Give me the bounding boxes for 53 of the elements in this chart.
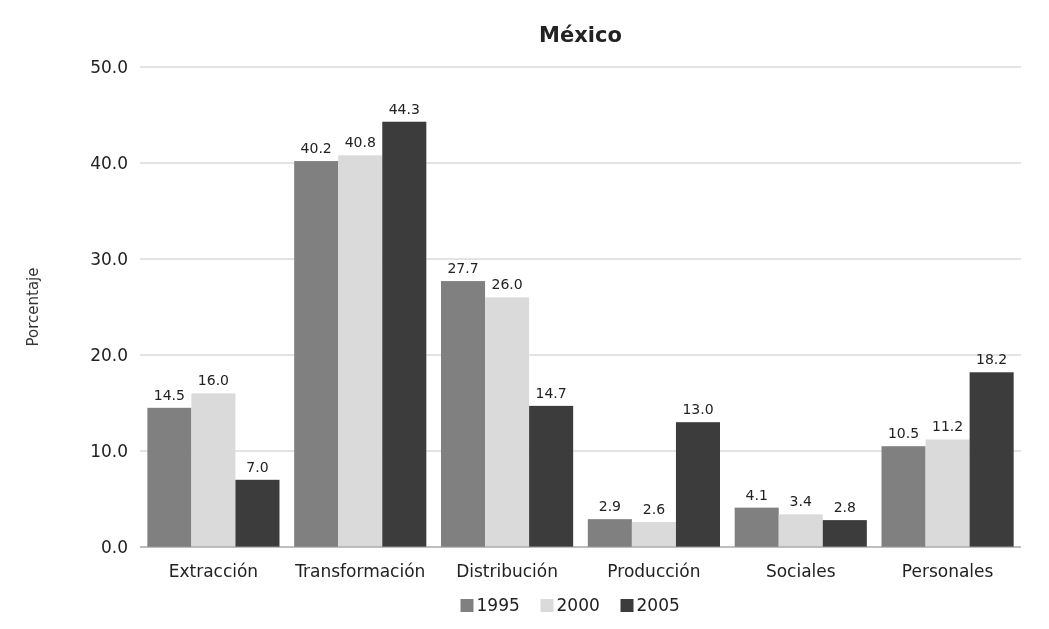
bar — [734, 507, 779, 547]
y-tick-label: 10.0 — [90, 440, 128, 461]
data-label: 13.0 — [682, 401, 714, 418]
x-tick-label: Personales — [901, 561, 994, 581]
bar — [441, 281, 486, 547]
data-label: 26.0 — [491, 276, 523, 293]
bar — [587, 519, 632, 547]
data-label: 7.0 — [246, 458, 269, 475]
x-tick-label: Transformación — [294, 561, 426, 581]
x-tick-label: Distribución — [456, 561, 559, 581]
data-label: 2.6 — [642, 501, 666, 518]
x-tick-label: Producción — [607, 561, 701, 581]
bar — [338, 155, 383, 547]
bar — [969, 372, 1014, 547]
data-label: 10.5 — [887, 425, 920, 442]
y-axis-title: Porcentaje — [24, 267, 42, 347]
legend-label: 1995 — [476, 595, 520, 616]
bar — [191, 393, 236, 547]
bar — [485, 297, 530, 547]
bar — [778, 514, 823, 547]
data-label: 3.4 — [789, 493, 812, 510]
y-tick-label: 40.0 — [90, 152, 128, 173]
data-label: 14.5 — [153, 386, 185, 403]
bar — [294, 161, 339, 547]
data-label: 18.2 — [976, 351, 1008, 368]
y-tick-label: 20.0 — [90, 344, 128, 365]
legend-label: 2000 — [556, 595, 600, 616]
y-tick-label: 30.0 — [90, 248, 128, 269]
data-label: 44.3 — [388, 100, 420, 117]
bar — [382, 121, 427, 547]
y-tick-label: 0.0 — [100, 536, 128, 557]
data-label: 14.7 — [535, 384, 567, 401]
y-tick-label: 50.0 — [90, 56, 128, 77]
bar — [631, 522, 676, 547]
chart-title: México — [539, 23, 622, 47]
bar — [925, 439, 970, 547]
bar — [529, 405, 574, 547]
bar — [147, 407, 192, 547]
bar — [235, 479, 280, 547]
x-tick-label: Extracción — [168, 561, 259, 581]
bar — [675, 422, 720, 547]
data-label: 40.2 — [300, 140, 332, 157]
data-label: 40.8 — [344, 134, 376, 151]
data-label: 16.0 — [197, 372, 229, 389]
data-label: 2.8 — [833, 499, 856, 516]
data-label: 4.1 — [745, 486, 768, 503]
bar — [822, 520, 867, 547]
data-label: 11.2 — [932, 418, 964, 435]
legend-label: 2005 — [636, 595, 680, 616]
data-label: 27.7 — [447, 260, 479, 277]
bar — [881, 446, 926, 547]
data-label: 2.9 — [598, 498, 621, 515]
x-tick-label: Sociales — [765, 561, 836, 581]
